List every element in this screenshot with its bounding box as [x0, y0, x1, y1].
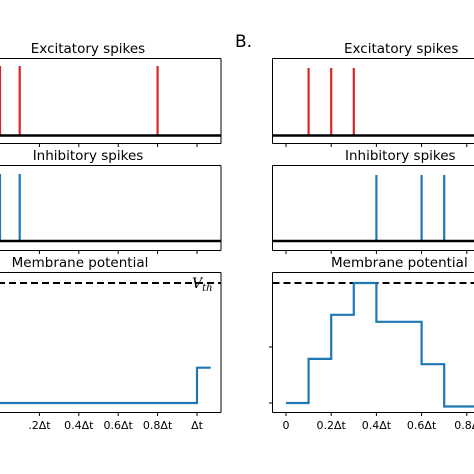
panel-a-membrane-line — [0, 366, 211, 405]
panel-b-xtick-label-0: 0 — [283, 419, 290, 432]
panel-a-xtick-label-4: Δt — [191, 419, 204, 432]
panel-b-inhibitory-axes — [272, 165, 474, 254]
panel-a-xtick-label-2: 0.6Δt — [104, 419, 134, 432]
panel-a: Excitatory spikes Inhibitory spikes Memb… — [0, 41, 222, 432]
panel-a-membrane-axes: Vth .2Δt 0.4Δt 0.6Δt 0.8Δt Δt — [0, 272, 222, 432]
panel-a-xtick-label-0: .2Δt — [28, 419, 51, 432]
panel-a-inhibitory-axes — [0, 165, 222, 254]
panel-b-letter: B. — [235, 32, 252, 52]
panel-a-vth-label: Vth — [192, 276, 213, 294]
panel-a-membrane-title: Membrane potential — [12, 255, 149, 271]
panel-b-excitatory-axes — [272, 58, 474, 147]
panel-b-excitatory-title: Excitatory spikes — [344, 41, 458, 57]
panel-b-xtick-label-2: 0.4Δt — [362, 419, 392, 432]
panel-a-vth-subscript: th — [202, 283, 212, 294]
panel-a-excitatory-title: Excitatory spikes — [31, 41, 145, 57]
panel-b-inhibitory-title: Inhibitory spikes — [345, 148, 456, 164]
panel-b-xtick-label-4: 0.8Δ — [454, 419, 474, 432]
panel-b-membrane-axes: 0 0.2Δt 0.4Δt 0.6Δt 0.8Δ — [269, 272, 474, 432]
panel-b-membrane-line — [286, 281, 474, 408]
panel-b: B. Excitatory spikes Inhibitory spikes M… — [235, 32, 474, 432]
panel-a-xtick-label-1: 0.4Δt — [64, 419, 94, 432]
panel-b-xtick-label-1: 0.2Δt — [317, 419, 347, 432]
panel-a-inhibitory-title: Inhibitory spikes — [33, 148, 144, 164]
panel-a-xtick-label-3: 0.8Δt — [143, 419, 173, 432]
panel-a-excitatory-axes — [0, 58, 222, 147]
panel-b-xtick-label-3: 0.6Δt — [407, 419, 437, 432]
panel-b-membrane-title: Membrane potential — [331, 255, 468, 271]
